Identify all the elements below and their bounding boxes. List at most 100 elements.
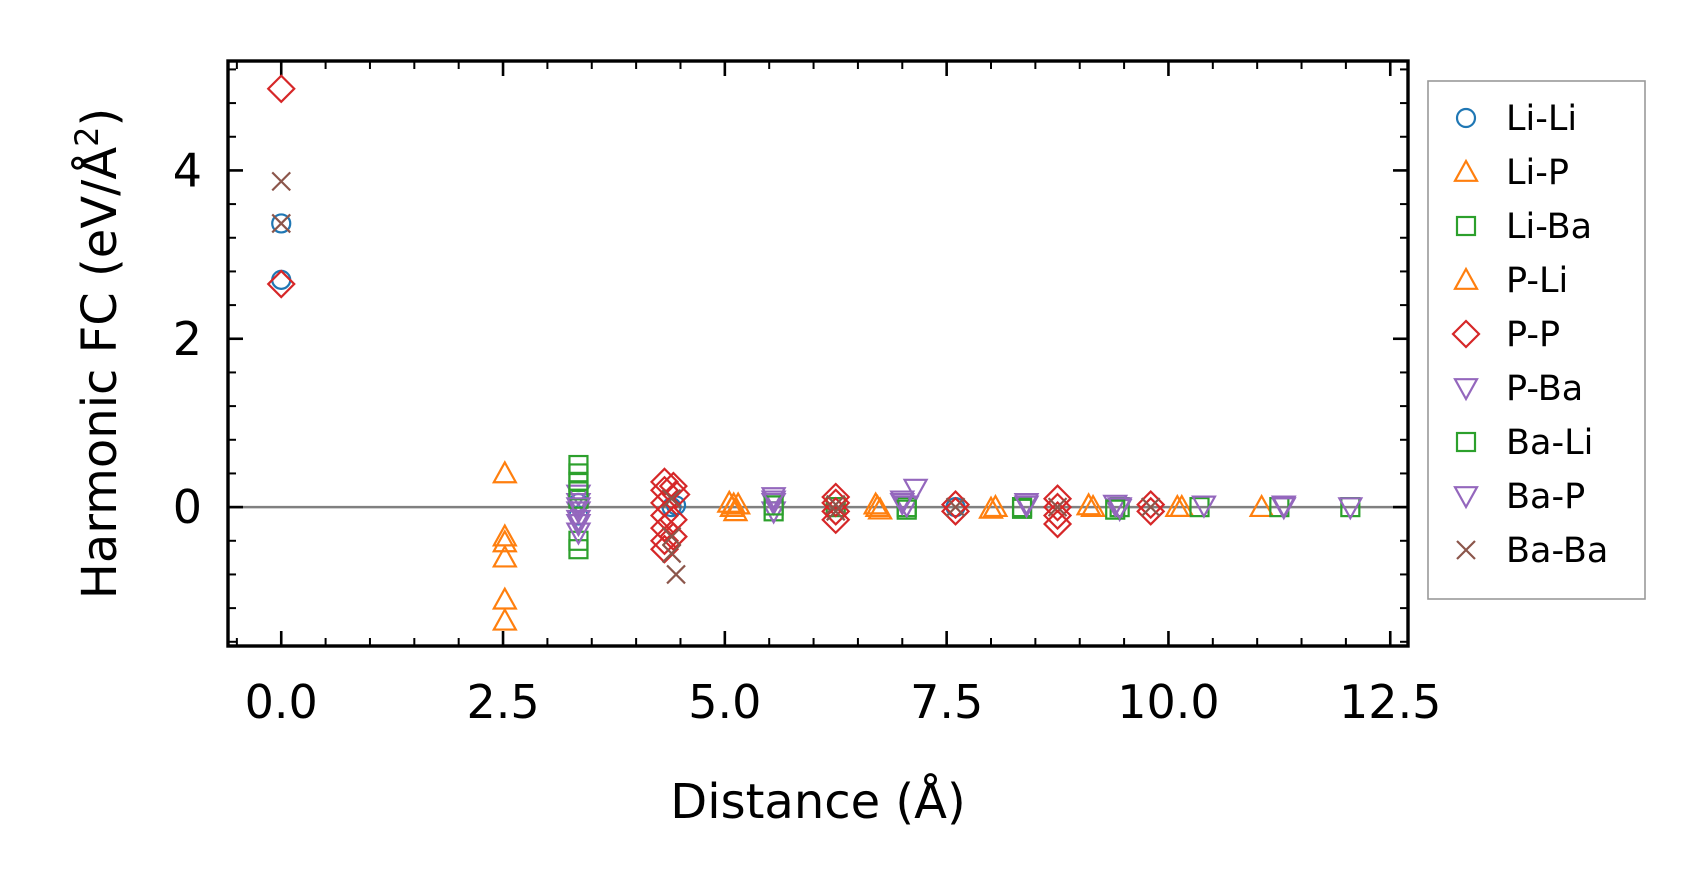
data-point-ba-ba — [271, 213, 292, 234]
data-point-li-p — [491, 607, 518, 631]
legend-marker-li-ba — [1455, 215, 1477, 237]
plot-frame — [226, 59, 1410, 648]
data-point-li-p — [982, 493, 1009, 518]
legend-entry-li-ba: Li-Ba — [1455, 207, 1592, 247]
data-point-p-p — [658, 522, 688, 552]
data-point-p-p — [821, 496, 851, 526]
data-point-p-p — [940, 490, 971, 520]
data-point-li-li — [271, 213, 292, 234]
data-point-ba-ba — [271, 171, 292, 192]
data-point-li-p — [491, 544, 518, 568]
data-point-p-p — [821, 505, 851, 535]
data-point-ba-p — [565, 509, 592, 534]
data-point-ba-p — [1270, 495, 1297, 519]
data-point-ba-ba — [1140, 497, 1161, 517]
legend-label-p-li: P-Li — [1506, 261, 1568, 301]
data-point-ba-ba — [945, 497, 966, 517]
series-p-li — [720, 491, 1191, 519]
legend-entry-ba-p: Ba-P — [1453, 477, 1585, 517]
series-li-li — [271, 213, 966, 526]
legend-marker-ba-li — [1455, 431, 1477, 453]
data-point-p-p — [821, 488, 851, 518]
y-tick-label: 0 — [173, 480, 202, 534]
legend-marker-li-p — [1453, 158, 1479, 182]
legend-marker-ba-p — [1453, 486, 1479, 510]
data-point-ba-p — [1013, 495, 1040, 519]
y-axis-label: Harmonic FC (eV/Å2) — [68, 108, 128, 600]
data-point-p-p — [940, 496, 971, 526]
data-point-li-p — [491, 529, 518, 553]
data-point-p-ba — [565, 501, 592, 525]
data-point-li-ba — [568, 539, 589, 560]
legend-label-li-li: Li-Li — [1506, 99, 1577, 139]
y-axis-label-superscript: 2 — [68, 126, 106, 146]
legend-entry-li-p: Li-P — [1453, 153, 1569, 193]
legend-marker-p-p — [1451, 319, 1481, 349]
data-point-ba-ba — [1047, 497, 1068, 517]
data-point-li-p — [867, 496, 893, 520]
legend-marker-p-ba — [1453, 378, 1479, 402]
data-point-ba-ba — [661, 488, 682, 509]
data-point-p-ba — [760, 501, 787, 525]
data-point-p-ba — [893, 495, 920, 519]
legend-label-ba-ba: Ba-Ba — [1506, 531, 1608, 571]
legend-entries: Li-Li Li-P Li-Ba P-Li P-P P-Ba Ba-Li Ba-P Ba-Ba — [1451, 99, 1608, 571]
x-tick-label: 0.0 — [245, 675, 318, 729]
data-point-p-p — [658, 505, 688, 535]
data-point-p-li — [720, 491, 747, 515]
data-point-p-p — [661, 479, 691, 510]
legend-label-ba-li: Ba-Li — [1506, 423, 1593, 463]
data-point-p-p — [649, 534, 680, 564]
legend-label-li-p: Li-P — [1506, 153, 1569, 193]
legend-marker-li-li — [1455, 107, 1477, 129]
x-tick-label: 12.5 — [1339, 675, 1441, 729]
x-tick-label: 10.0 — [1117, 675, 1219, 729]
data-point-p-ba — [1191, 495, 1217, 519]
data-point-p-li — [1164, 493, 1191, 518]
x-tick-label: 2.5 — [466, 675, 539, 729]
legend-entry-p-ba: P-Ba — [1453, 369, 1583, 409]
legend-label-p-ba: P-Ba — [1506, 369, 1583, 409]
data-point-p-ba — [1337, 497, 1364, 521]
data-point-ba-li — [896, 499, 917, 520]
data-point-p-p — [1042, 500, 1073, 531]
data-point-p-ba — [1102, 494, 1129, 518]
data-point-ba-ba — [661, 526, 682, 547]
data-point-li-li — [271, 269, 292, 290]
data-point-ba-ba — [666, 564, 686, 585]
data-point-li-p — [491, 460, 518, 484]
data-point-ba-ba — [825, 494, 846, 515]
data-point-p-ba — [565, 522, 592, 546]
data-point-li-p — [1080, 493, 1106, 518]
data-point-ba-p — [889, 493, 916, 517]
data-point-p-p — [266, 269, 296, 299]
legend-entry-p-p: P-P — [1451, 315, 1560, 355]
series-p-p — [266, 74, 1166, 564]
data-point-p-p — [1136, 490, 1166, 520]
data-point-p-ba — [760, 487, 787, 511]
series-li-p — [491, 460, 1275, 631]
legend-marker-ba-ba — [1456, 540, 1476, 560]
data-point-p-li — [1075, 492, 1102, 516]
series-layer — [266, 74, 1364, 631]
y-axis-label-suffix: ) — [72, 108, 128, 127]
legend-marker-p-li — [1453, 266, 1479, 290]
data-point-ba-li — [763, 495, 784, 516]
data-point-p-ba — [760, 493, 787, 517]
major-ticks — [228, 61, 1408, 646]
legend: Li-Li Li-P Li-Ba P-Li P-P P-Ba Ba-Li Ba-P Ba-Ba — [1427, 80, 1646, 600]
plot-area — [226, 59, 1410, 648]
data-point-p-ba — [565, 514, 592, 538]
x-axis-label: Distance (Å) — [670, 773, 965, 830]
legend-label-ba-p: Ba-P — [1506, 477, 1585, 517]
data-point-p-ba — [565, 484, 592, 508]
data-point-ba-ba — [661, 543, 682, 564]
data-point-p-p — [266, 74, 296, 104]
legend-entry-ba-li: Ba-Li — [1455, 423, 1593, 463]
data-point-p-p — [1136, 496, 1166, 526]
legend-entry-p-li: P-Li — [1453, 261, 1568, 301]
data-point-p-ba — [902, 478, 929, 502]
legend-box — [1427, 80, 1646, 600]
legend-label-p-p: P-P — [1506, 315, 1560, 355]
